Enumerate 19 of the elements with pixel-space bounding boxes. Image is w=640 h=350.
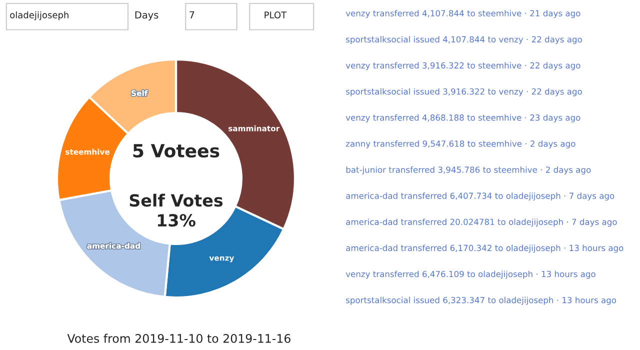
text: zanny transferred 9,547.618 to steemhive · 2 days ago <box>346 140 576 148</box>
text: america-dad transferred 20.024781 to oladejijoseph · 7 days ago <box>346 218 617 227</box>
text: sportstalksocial issued 3,916.322 to venzy · 22 days ago <box>346 88 582 96</box>
text: venzy transferred 6,476.109 to oladejijoseph · 13 hours ago <box>346 270 596 279</box>
text: Days <box>135 11 158 20</box>
text: oladejijoseph <box>10 11 68 20</box>
text: PLOT <box>264 12 287 18</box>
text: Votes from 2019-11-10 to 2019-11-16 <box>67 334 290 343</box>
text: venzy transferred 4,868.188 to steemhive · 23 days ago <box>346 114 580 122</box>
text: america-dad transferred 6,407.734 to oladejijoseph · 7 days ago <box>346 192 614 201</box>
text: america-dad transferred 6,170.342 to oladejijoseph · 13 hours ago <box>346 244 624 253</box>
text: 5 Votees <box>133 144 220 158</box>
text: venzy transferred 4,107.844 to steemhive · 21 days ago <box>346 10 580 18</box>
text: sportstalksocial issued 4,107.844 to venzy · 22 days ago <box>346 36 582 44</box>
text: bat-junior transferred 3,945.786 to steemhive · 2 days ago <box>346 166 591 174</box>
text: Self Votes 13% <box>130 194 223 227</box>
text: 7 <box>190 11 194 18</box>
text: sportstalksocial issued 6,323.347 to oladejijoseph · 13 hours ago <box>346 296 616 305</box>
text: venzy transferred 3,916.322 to steemhive · 22 days ago <box>346 62 580 70</box>
